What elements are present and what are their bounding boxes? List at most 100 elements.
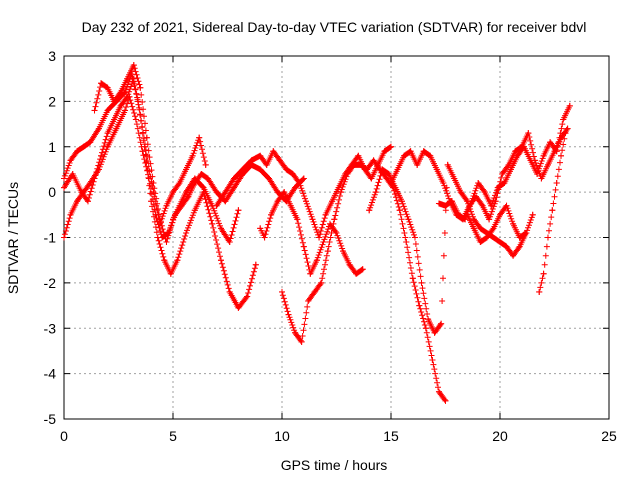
data-point <box>494 184 501 191</box>
data-point <box>294 216 301 223</box>
data-point <box>283 166 290 173</box>
data-point <box>274 189 281 196</box>
data-point <box>222 189 229 196</box>
data-point <box>170 189 176 196</box>
data-point <box>523 229 530 236</box>
data-point <box>398 198 405 205</box>
data-point <box>420 148 427 155</box>
data-point <box>372 189 379 196</box>
data-point <box>61 184 67 191</box>
data-point <box>270 148 277 155</box>
data-point <box>431 329 438 336</box>
data-point <box>318 279 325 286</box>
data-point <box>442 397 449 404</box>
data-point <box>514 152 521 159</box>
data-point <box>161 257 168 264</box>
data-point <box>268 211 275 218</box>
data-point <box>191 207 198 214</box>
data-point <box>418 279 425 286</box>
data-point <box>409 275 416 282</box>
data-point <box>435 200 442 207</box>
data-point <box>257 166 264 173</box>
data-point <box>536 288 543 295</box>
data-point <box>449 198 456 205</box>
data-point <box>231 175 238 182</box>
data-point <box>300 175 307 182</box>
y-tick-label: -3 <box>44 320 57 336</box>
data-point <box>385 170 392 177</box>
data-point <box>298 338 305 345</box>
data-point <box>405 216 412 223</box>
data-point <box>497 211 503 218</box>
data-point <box>477 239 484 246</box>
data-point <box>226 288 233 295</box>
data-point <box>313 257 320 264</box>
data-point <box>429 357 436 364</box>
data-point <box>122 107 129 114</box>
data-point <box>497 239 503 246</box>
data-point <box>403 239 410 246</box>
data-point <box>261 234 268 241</box>
data-point <box>289 170 296 177</box>
data-point <box>204 175 211 182</box>
data-point <box>67 211 74 218</box>
data-point <box>265 175 272 182</box>
data-point <box>492 198 499 205</box>
data-point <box>61 234 67 241</box>
x-axis-label: GPS time / hours <box>281 457 388 473</box>
data-point <box>279 288 285 295</box>
data-point <box>388 180 394 187</box>
data-point <box>477 225 484 232</box>
y-tick-label: 1 <box>48 139 56 155</box>
x-tick-label: 10 <box>274 428 290 444</box>
data-point <box>527 157 534 164</box>
data-point <box>547 139 554 146</box>
data-point <box>340 248 347 255</box>
data-point <box>217 257 224 264</box>
data-point <box>549 207 556 214</box>
data-point <box>357 161 364 168</box>
data-point <box>438 320 445 327</box>
data-point <box>414 161 421 168</box>
data-point <box>111 98 118 105</box>
data-point <box>183 229 190 236</box>
data-point <box>483 234 490 241</box>
data-point <box>407 148 414 155</box>
data-point <box>213 189 220 196</box>
data-point <box>464 211 471 218</box>
data-point <box>560 116 567 123</box>
data-point <box>235 207 242 214</box>
data-point <box>512 148 519 155</box>
data-point <box>137 111 144 118</box>
data-point <box>553 148 560 155</box>
data-point <box>84 198 91 205</box>
data-point <box>444 161 451 168</box>
data-point <box>117 89 124 96</box>
data-point <box>370 157 377 164</box>
data-point <box>87 139 94 146</box>
data-point <box>176 180 183 187</box>
data-point <box>104 107 111 114</box>
data-point <box>516 243 523 250</box>
y-tick-label: -2 <box>44 275 57 291</box>
data-point <box>425 316 432 323</box>
x-tick-label: 0 <box>60 428 68 444</box>
data-point <box>422 325 429 332</box>
data-point <box>475 180 482 187</box>
data-point <box>209 220 216 227</box>
x-tick-label: 5 <box>169 428 177 444</box>
chart-title: Day 232 of 2021, Sidereal Day-to-day VTE… <box>82 19 587 35</box>
data-point <box>287 202 294 209</box>
data-point <box>104 130 111 137</box>
data-point <box>292 184 299 191</box>
data-point <box>540 152 547 159</box>
data-point <box>544 234 551 241</box>
data-point <box>520 143 527 150</box>
data-point <box>281 189 288 196</box>
data-point <box>507 166 514 173</box>
y-axis-label: SDTVAR / TECUs <box>5 182 21 294</box>
data-point <box>388 143 394 150</box>
data-point <box>353 270 360 277</box>
data-point <box>329 198 336 205</box>
data-point <box>78 189 85 196</box>
